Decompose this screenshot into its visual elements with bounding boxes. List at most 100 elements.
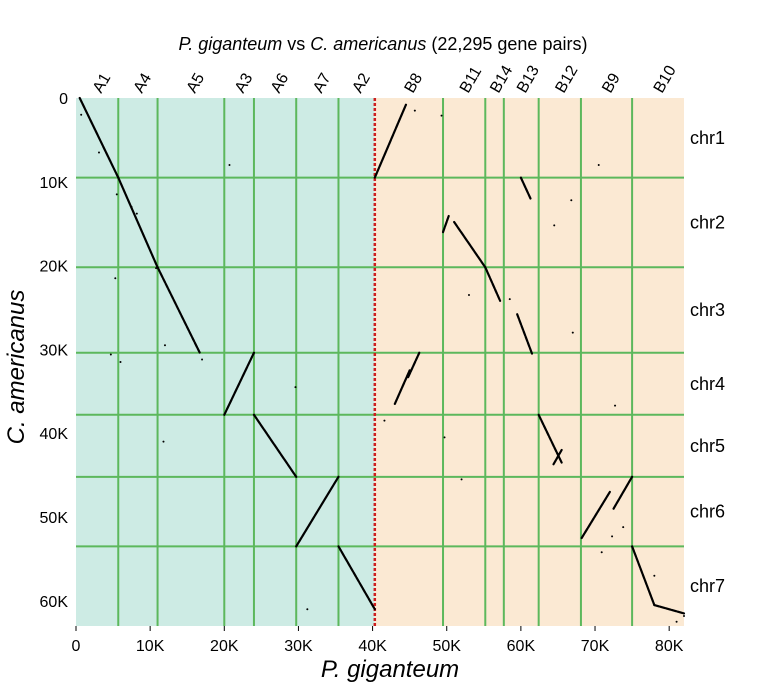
gene-pair-point: [571, 331, 574, 334]
gene-pair-point: [675, 620, 678, 623]
x-chromosome-label: B10: [651, 63, 680, 96]
x-tick-label: 0: [72, 638, 81, 655]
subgenome-a-background: [76, 98, 375, 626]
gene-pair-point: [413, 109, 416, 112]
y-axis-label: C. americanus: [3, 290, 30, 445]
x-chromosome-label: A6: [268, 70, 293, 96]
gene-pair-point: [306, 608, 309, 611]
gene-pair-point: [115, 193, 118, 196]
x-chromosome-label: A4: [131, 70, 156, 96]
x-ticks: 0 10K 20K 30K 40K 50K 60K 70K 80K: [72, 626, 684, 655]
x-tick-label: 50K: [432, 638, 461, 655]
syntenic-block: [484, 266, 502, 302]
x-tick-label: 20K: [210, 638, 239, 655]
gene-pair-point: [440, 114, 443, 117]
syntenic-block: [612, 475, 634, 510]
gene-pair-point: [622, 526, 625, 529]
y-tick-label: 30K: [40, 342, 69, 359]
x-tick-label: 40K: [358, 638, 387, 655]
syntenic-block: [223, 351, 256, 416]
syntenic-block: [516, 313, 534, 355]
gene-pair-point: [653, 574, 656, 577]
gene-pair-point: [109, 353, 112, 356]
y-ticks: 0 10K 20K 30K 40K 50K 60K: [40, 91, 69, 611]
chromosome-grid: [76, 98, 684, 626]
y-chromosome-label: chr4: [690, 374, 725, 394]
gene-pair-point: [597, 164, 600, 167]
x-chromosome-label: B14: [487, 63, 516, 96]
syntenic-block: [630, 545, 656, 607]
x-chromosome-label: B8: [402, 70, 427, 96]
y-tick-label: 50K: [40, 510, 69, 527]
syntenic-block: [252, 413, 298, 478]
gene-pair-point: [130, 205, 133, 208]
y-chromosome-label: chr1: [690, 128, 725, 148]
syntenic-block: [117, 176, 159, 269]
syntenic-block: [519, 176, 532, 200]
x-chromosome-label: A1: [90, 70, 115, 96]
y-chromosome-label: chr2: [690, 212, 725, 232]
syntenic-block: [441, 214, 451, 234]
gene-pair-point: [228, 164, 231, 167]
syntenic-block: [373, 103, 408, 179]
gene-pair-point: [192, 338, 195, 341]
gene-pair-point: [553, 224, 556, 227]
chart-title: P. giganteum vs C. americanus (22,295 ge…: [179, 34, 588, 54]
title-species-y: C. americanus: [310, 34, 426, 54]
x-axis-label: P. giganteum: [321, 656, 459, 683]
gene-pair-point: [508, 298, 511, 301]
x-tick-label: 10K: [136, 638, 165, 655]
gene-pair-point: [683, 614, 685, 617]
syntenic-block: [653, 603, 686, 615]
x-tick-label: 60K: [507, 638, 536, 655]
y-tick-label: 0: [59, 91, 68, 108]
title-suffix: (22,295 gene pairs): [426, 34, 587, 54]
y-chromosome-label: chr7: [690, 576, 725, 596]
x-chromosome-label: B13: [514, 63, 543, 96]
y-tick-label: 40K: [40, 426, 69, 443]
syntenic-block: [337, 545, 376, 611]
x-chromosome-label: B11: [457, 64, 485, 96]
syntenic-block: [552, 448, 563, 466]
gene-pair-point: [163, 344, 166, 347]
syntenic-block: [407, 351, 421, 379]
gene-pair-point: [614, 404, 617, 407]
gene-pair-point: [294, 386, 297, 389]
gene-pair-point: [460, 478, 463, 481]
gene-pair-point: [135, 212, 138, 215]
x-tick-label: 30K: [284, 638, 313, 655]
gene-pairs: [78, 96, 686, 623]
y-tick-label: 60K: [40, 594, 69, 611]
gene-pair-point: [570, 199, 573, 202]
syntenic-block: [580, 490, 611, 540]
syntenic-block: [453, 220, 487, 269]
y-tick-label: 10K: [40, 175, 69, 192]
x-tick-label: 70K: [581, 638, 610, 655]
gene-pair-point: [611, 535, 614, 538]
x-tick-label: 80K: [655, 638, 684, 655]
gene-pair-point: [162, 440, 165, 443]
gene-pair-point: [155, 267, 158, 270]
x-chromosome-label: B12: [553, 63, 582, 96]
syntenic-block: [295, 475, 340, 548]
x-chromosome-label: B9: [599, 70, 624, 96]
x-chromosome-label: A7: [310, 70, 335, 96]
gene-pair-point: [443, 436, 446, 439]
gene-pair-point: [119, 361, 122, 363]
gene-pair-point: [80, 113, 83, 116]
y-chromosome-label: chr5: [690, 436, 725, 456]
x-chromosome-label: A5: [184, 70, 209, 96]
syntenic-block: [78, 96, 120, 179]
gene-pair-point: [467, 293, 470, 296]
y-chromosome-label: chr3: [690, 300, 725, 320]
x-chromosome-label: A3: [232, 70, 257, 96]
y-chromosome-labels: chr1 chr2 chr3 chr4 chr5 chr6 chr7: [690, 128, 725, 596]
gene-pair-point: [97, 151, 100, 154]
y-chromosome-label: chr6: [690, 502, 725, 522]
y-tick-label: 20K: [40, 259, 69, 276]
gene-pair-point: [114, 277, 117, 280]
title-vs: vs: [282, 34, 310, 54]
syntenic-block: [393, 369, 411, 406]
